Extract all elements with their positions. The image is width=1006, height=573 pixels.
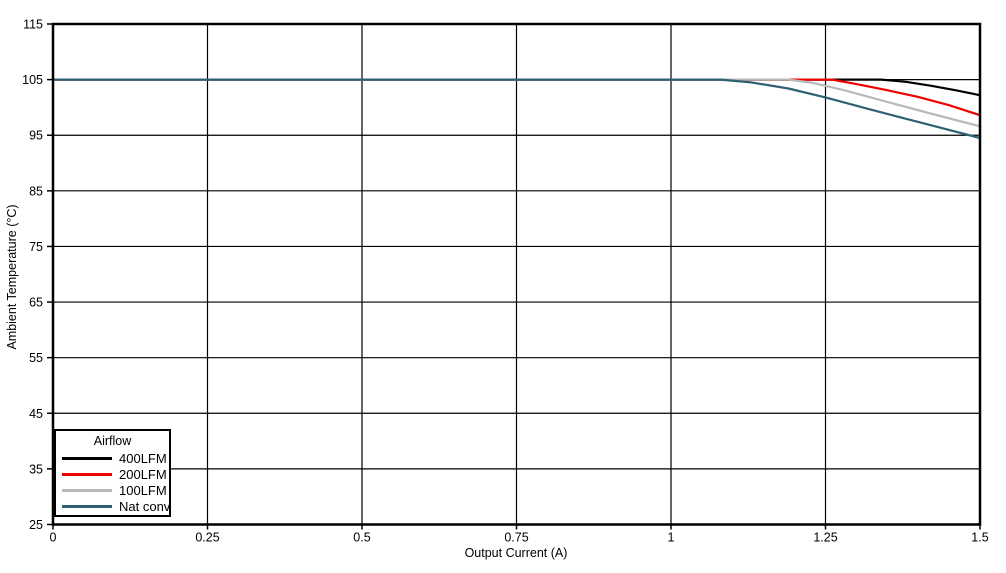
- series-line-nat-conv: [53, 78, 981, 140]
- y-tick-label: 35: [29, 462, 43, 476]
- legend-label-400lfm: 400LFM: [119, 450, 167, 466]
- y-tick-label: 115: [23, 18, 43, 32]
- legend-line-sample-400lfm: [62, 456, 112, 460]
- y-tick-label: 45: [29, 407, 43, 421]
- series-line-200lfm: [53, 78, 981, 117]
- x-tick-label: 1.25: [813, 531, 837, 545]
- y-tick-label: 85: [29, 184, 43, 198]
- y-tick-label: 95: [29, 129, 43, 143]
- x-tick-label: 0.5: [353, 531, 370, 545]
- legend-line-sample-nat-conv: [62, 504, 112, 508]
- series-line-100lfm: [53, 78, 981, 128]
- legend-items: 400LFM 200LFM 100LFM Nat conv: [56, 450, 171, 514]
- y-axis-title: Ambient Temperature (°C): [5, 204, 19, 350]
- legend-title: Airflow: [93, 434, 132, 448]
- legend-label-nat-conv: Nat conv: [119, 498, 171, 514]
- legend-item-400lfm: 400LFM: [56, 450, 169, 466]
- x-tick-label: 0.75: [504, 531, 528, 545]
- y-tick-label: 105: [22, 73, 43, 87]
- x-tick-label: 0.25: [195, 531, 219, 545]
- legend-line-sample-200lfm: [62, 472, 112, 476]
- legend-label-200lfm: 200LFM: [119, 466, 167, 482]
- y-tick-label: 55: [29, 351, 43, 365]
- y-tick-label: 65: [29, 296, 43, 310]
- legend-item-200lfm: 200LFM: [56, 466, 169, 482]
- x-tick-label: 1: [668, 531, 675, 545]
- legend: Airflow 400LFM 200LFM 100LFM Nat conv: [54, 429, 171, 517]
- x-tick-label: 0: [50, 531, 57, 545]
- legend-line-sample-100lfm: [62, 488, 112, 492]
- x-tick-label: 1.5: [971, 531, 988, 545]
- legend-item-100lfm: 100LFM: [56, 482, 169, 498]
- plot-border: [51, 22, 982, 526]
- y-tick-label: 25: [29, 518, 43, 532]
- y-tick-label: 75: [29, 240, 43, 254]
- legend-label-100lfm: 100LFM: [119, 482, 167, 498]
- x-axis-title: Output Current (A): [464, 546, 568, 560]
- legend-item-nat-conv: Nat conv: [56, 498, 171, 514]
